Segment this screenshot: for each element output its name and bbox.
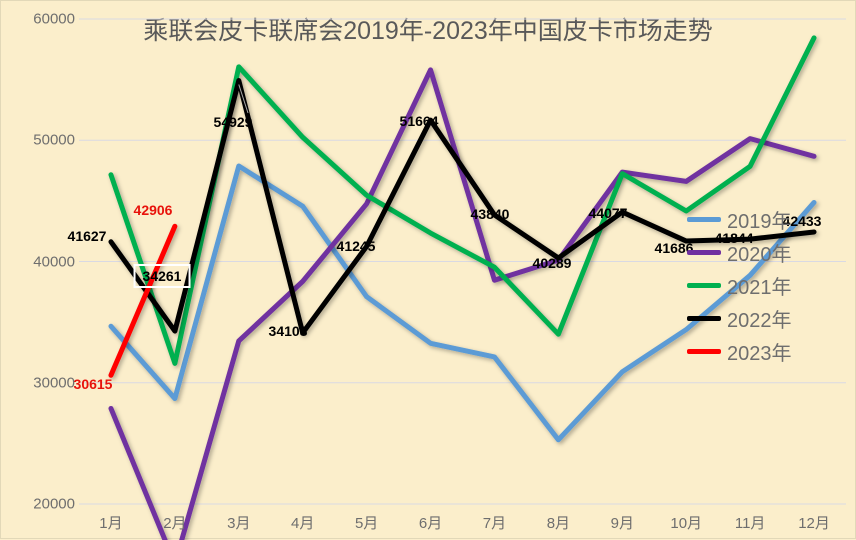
legend-color-swatch bbox=[687, 349, 721, 354]
legend-item-2020年[interactable]: 2020年 bbox=[687, 236, 847, 269]
x-axis-tick-label: 10月 bbox=[670, 515, 703, 532]
series-line-2023年 bbox=[108, 223, 178, 378]
x-axis-tick-label: 7月 bbox=[482, 515, 507, 532]
legend-item-label: 2022年 bbox=[727, 310, 792, 332]
y-axis-tick-label: 30000 bbox=[33, 374, 75, 392]
gridlines bbox=[79, 18, 846, 505]
x-axis-tick-label: 11月 bbox=[734, 515, 766, 532]
x-axis-tick-label: 2月 bbox=[163, 515, 187, 532]
legend-item-label: 2023年 bbox=[727, 343, 792, 365]
y-axis-tick-label: 60000 bbox=[33, 10, 75, 28]
x-axis-tick-label: 9月 bbox=[610, 515, 634, 532]
legend-item-2021年[interactable]: 2021年 bbox=[687, 269, 847, 302]
x-axis-tick-label: 6月 bbox=[418, 515, 443, 532]
label-leader-line bbox=[238, 84, 249, 114]
y-axis-tick-label: 20000 bbox=[33, 495, 75, 513]
legend-item-2019年[interactable]: 2019年 bbox=[687, 203, 847, 236]
series-line-2022年 bbox=[108, 77, 817, 336]
chart-legend: 2019年 2020年 2021年 2022年 2023年 bbox=[687, 203, 847, 368]
legend-item-label: 2021年 bbox=[727, 277, 792, 299]
legend-color-swatch bbox=[687, 316, 721, 321]
series-line-2020年 bbox=[108, 67, 817, 540]
x-axis-tick-label: 12月 bbox=[798, 515, 830, 532]
legend-item-2023年[interactable]: 2023年 bbox=[687, 335, 847, 368]
x-axis-tick-label: 3月 bbox=[227, 515, 251, 532]
legend-item-label: 2019年 bbox=[727, 211, 792, 233]
legend-color-swatch bbox=[687, 250, 721, 255]
y-axis-tick-label: 40000 bbox=[33, 253, 75, 270]
y-axis-tick-label: 50000 bbox=[33, 131, 75, 149]
x-axis-tick-label: 4月 bbox=[291, 515, 315, 532]
x-axis-tick-label: 1月 bbox=[99, 515, 123, 532]
x-axis-tick-label: 5月 bbox=[354, 515, 379, 532]
legend-color-swatch bbox=[687, 217, 721, 222]
legend-color-swatch bbox=[687, 283, 721, 288]
legend-item-2022年[interactable]: 2022年 bbox=[687, 302, 847, 335]
legend-item-label: 2020年 bbox=[727, 244, 792, 266]
x-axis-tick-label: 8月 bbox=[546, 515, 571, 532]
